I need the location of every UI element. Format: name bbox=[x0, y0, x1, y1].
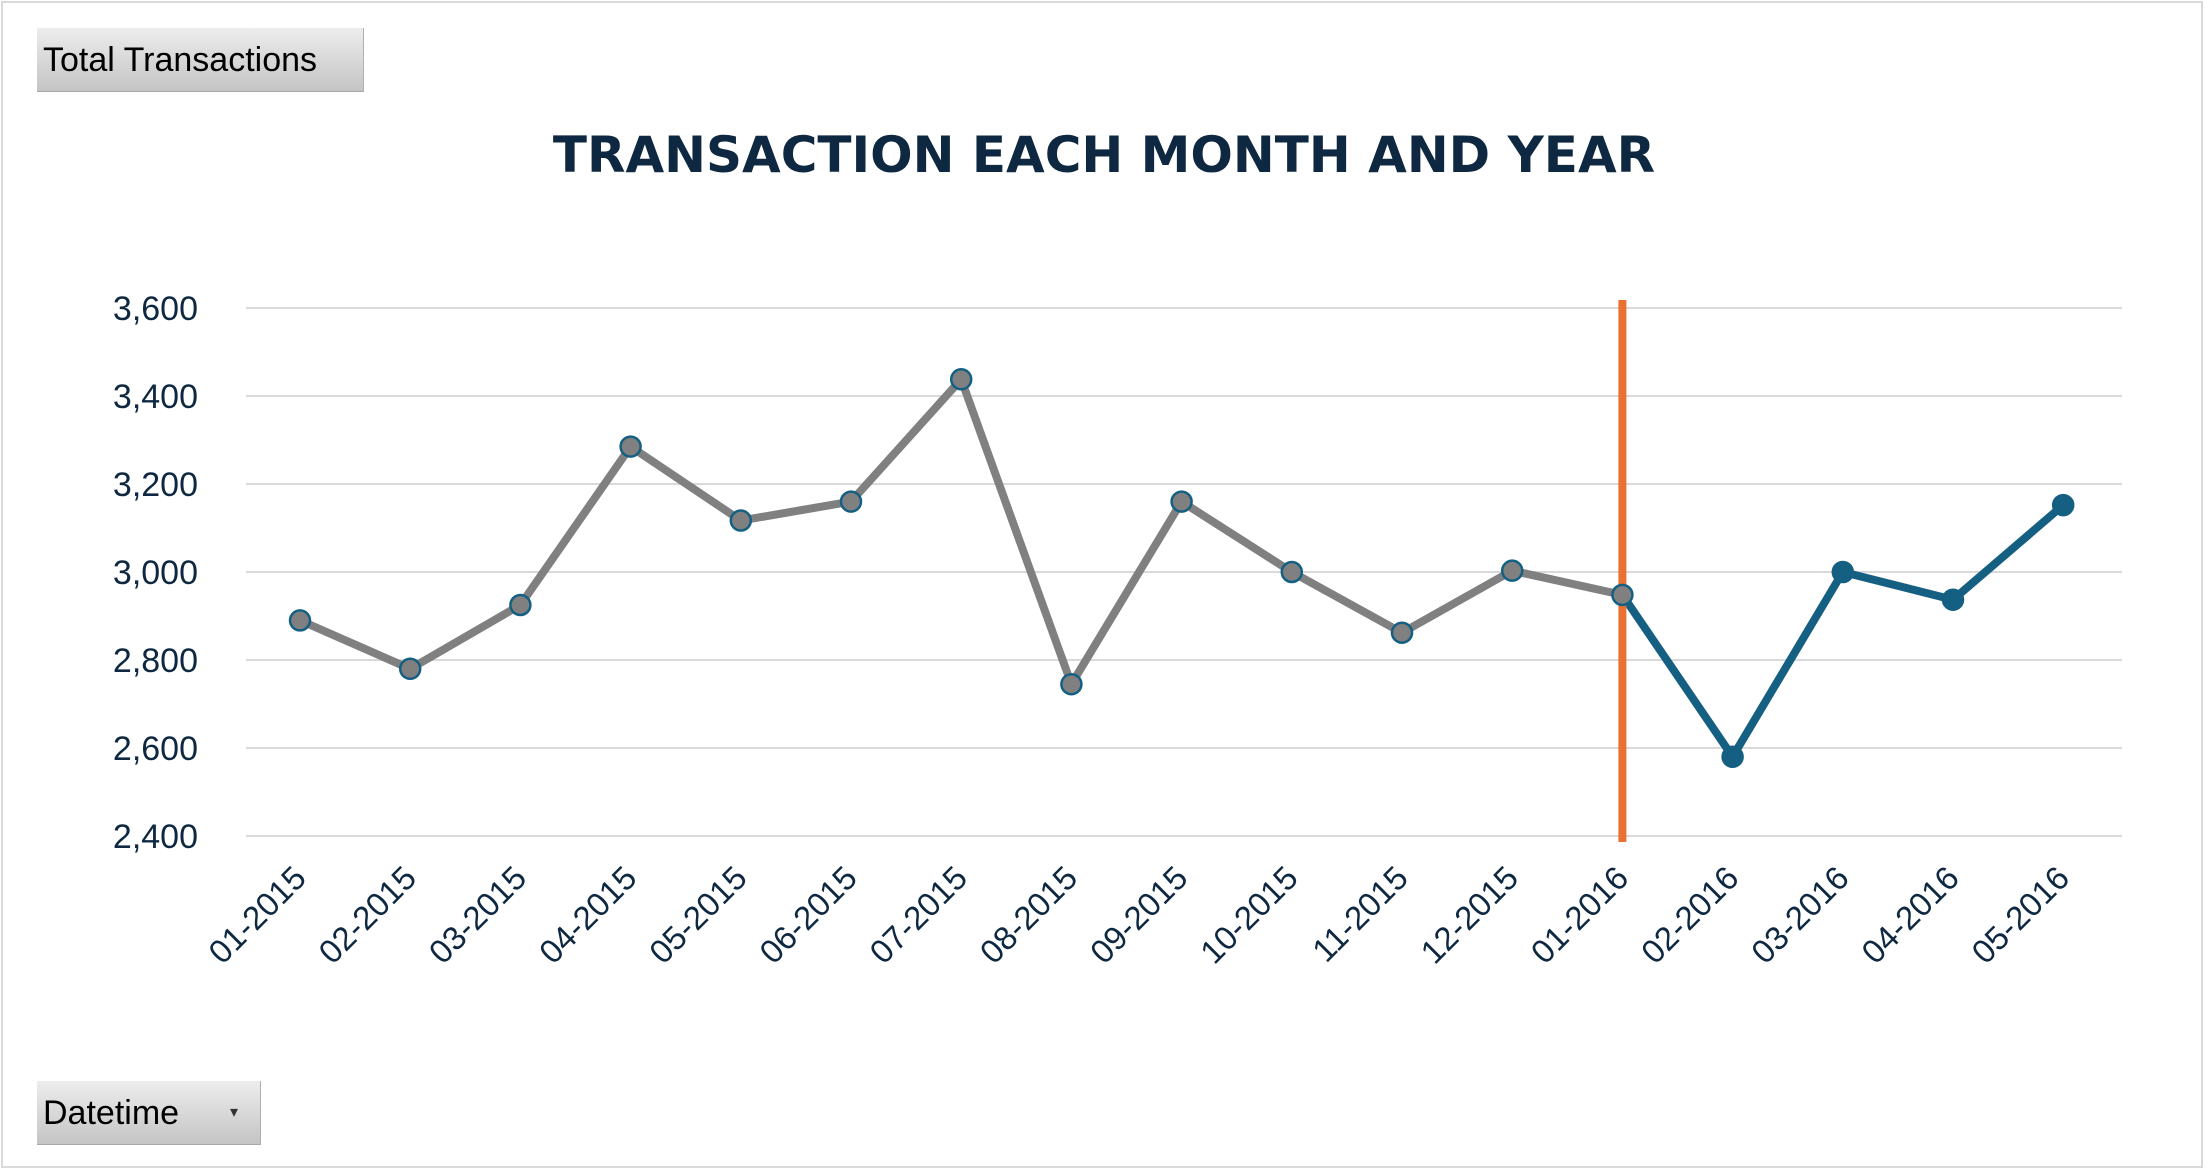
series-line-segment bbox=[1508, 566, 1627, 599]
y-tick-label: 2,600 bbox=[113, 730, 198, 768]
series-line-segment bbox=[847, 375, 966, 506]
x-tick-label: 10-2015 bbox=[1193, 859, 1305, 971]
x-tick-label: 06-2015 bbox=[752, 859, 864, 971]
y-tick-label: 3,400 bbox=[113, 378, 198, 416]
series-line-segment bbox=[1949, 501, 2068, 604]
series-line-segment bbox=[516, 442, 635, 609]
data-point bbox=[2051, 493, 2075, 517]
x-tick-label: 09-2015 bbox=[1083, 859, 1195, 971]
y-tick-label: 2,400 bbox=[113, 818, 198, 856]
series-line-segment bbox=[1177, 497, 1296, 576]
axis-field-label: Datetime bbox=[43, 1094, 180, 1132]
axis-field-button[interactable]: Datetime ▾ bbox=[37, 1081, 261, 1145]
data-point bbox=[729, 509, 753, 532]
x-tick-label: 12-2015 bbox=[1413, 859, 1525, 971]
x-tick-label: 05-2015 bbox=[642, 859, 754, 971]
values-field-button[interactable]: Total Transactions bbox=[37, 28, 364, 92]
data-point bbox=[619, 435, 642, 458]
series-line-segment bbox=[406, 601, 525, 673]
series-line-segment bbox=[1838, 568, 1957, 604]
data-point bbox=[1500, 559, 1524, 582]
y-tick-label: 3,000 bbox=[113, 554, 198, 592]
x-tick-label: 11-2015 bbox=[1305, 859, 1415, 969]
data-point bbox=[288, 609, 312, 632]
x-tick-label: 03-2016 bbox=[1744, 859, 1856, 971]
x-tick-label: 04-2016 bbox=[1854, 859, 1966, 971]
series-line-segment bbox=[296, 616, 415, 673]
data-point bbox=[1831, 560, 1855, 584]
data-point bbox=[949, 368, 973, 391]
y-tick-label: 3,200 bbox=[113, 466, 198, 504]
dropdown-arrow-icon[interactable]: ▾ bbox=[229, 1104, 238, 1121]
data-point bbox=[1941, 588, 1965, 611]
data-point bbox=[839, 490, 863, 513]
x-tick-label: 04-2015 bbox=[532, 859, 644, 971]
data-point bbox=[1280, 560, 1304, 584]
x-tick-label: 02-2015 bbox=[311, 859, 423, 971]
series-line-segment bbox=[1287, 568, 1406, 637]
series-line-segment bbox=[1067, 497, 1186, 689]
x-tick-label: 05-2016 bbox=[1964, 859, 2076, 971]
y-tick-label: 2,800 bbox=[113, 642, 198, 680]
values-field-label: Total Transactions bbox=[43, 41, 318, 79]
series-line-segment bbox=[1618, 590, 1737, 761]
data-point bbox=[1060, 672, 1083, 696]
x-tick-label: 01-2016 bbox=[1524, 859, 1636, 971]
series-line-segment bbox=[626, 442, 745, 525]
series-line-segment bbox=[736, 497, 855, 525]
series-line-segment bbox=[1398, 566, 1517, 637]
y-tick-label: 3,600 bbox=[113, 290, 198, 328]
data-point bbox=[398, 657, 422, 681]
data-point bbox=[1721, 745, 1744, 769]
data-point bbox=[1170, 490, 1193, 513]
data-point bbox=[509, 593, 532, 617]
series-line-segment bbox=[957, 375, 1076, 689]
chart-title: TRANSACTION EACH MONTH AND YEAR bbox=[552, 126, 1656, 184]
data-point bbox=[1611, 583, 1634, 607]
x-tick-label: 07-2015 bbox=[862, 859, 974, 971]
x-tick-label: 03-2015 bbox=[422, 859, 534, 971]
x-tick-label: 01-2015 bbox=[201, 859, 313, 971]
x-tick-label: 02-2016 bbox=[1634, 859, 1746, 971]
x-tick-label: 08-2015 bbox=[973, 859, 1085, 971]
data-point bbox=[1390, 621, 1414, 644]
series-line-segment bbox=[1728, 568, 1847, 761]
